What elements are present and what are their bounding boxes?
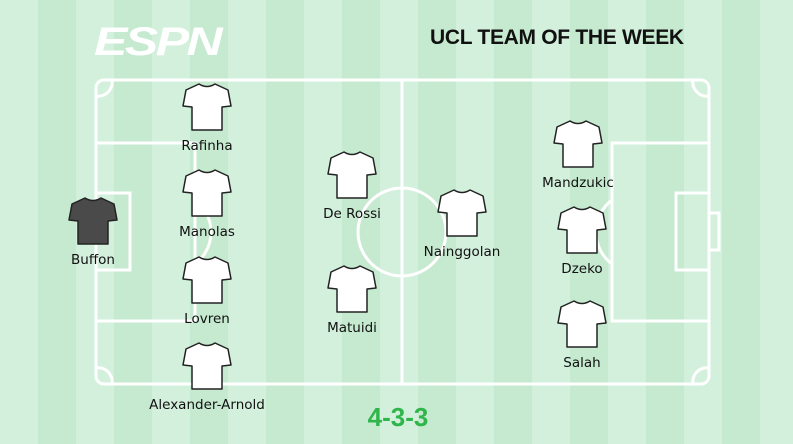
player-alexander-arnold: Alexander-Arnold bbox=[147, 341, 267, 413]
center-circle bbox=[356, 186, 448, 278]
shirt-icon bbox=[182, 83, 232, 131]
espn-logo: ESPN bbox=[94, 20, 223, 64]
player-mandzukic: Mandzukic bbox=[518, 119, 638, 191]
player-dzeko: Dzeko bbox=[522, 205, 642, 277]
player-nainggolan: Nainggolan bbox=[402, 188, 522, 260]
shirt-icon bbox=[182, 342, 232, 390]
shirt-icon bbox=[327, 265, 377, 313]
player-rafinha: Rafinha bbox=[147, 82, 267, 154]
player-name: Buffon bbox=[71, 252, 115, 268]
player-lovren: Lovren bbox=[147, 255, 267, 327]
player-name: Manolas bbox=[179, 224, 235, 240]
right-goal bbox=[707, 211, 721, 252]
player-name: Lovren bbox=[184, 311, 230, 327]
formation-label: 4-3-3 bbox=[367, 402, 429, 432]
player-name: Mandzukic bbox=[542, 175, 614, 191]
shirt-icon bbox=[327, 151, 377, 199]
shirt-icon bbox=[68, 197, 118, 245]
shirt-icon bbox=[437, 189, 487, 237]
player-name: Alexander-Arnold bbox=[149, 397, 265, 413]
shirt-icon bbox=[182, 256, 232, 304]
shirt-icon bbox=[182, 169, 232, 217]
player-name: Matuidi bbox=[327, 320, 377, 336]
shirt-icon bbox=[557, 206, 607, 254]
player-name: De Rossi bbox=[323, 206, 381, 222]
right-goal-area bbox=[674, 191, 711, 272]
player-name: Rafinha bbox=[181, 138, 233, 154]
player-matuidi: Matuidi bbox=[292, 264, 412, 336]
page-title: UCL TEAM OF THE WEEK bbox=[430, 26, 684, 49]
player-manolas: Manolas bbox=[147, 168, 267, 240]
player-buffon: Buffon bbox=[33, 196, 153, 268]
player-salah: Salah bbox=[522, 299, 642, 371]
player-name: Nainggolan bbox=[423, 244, 501, 260]
player-name: Dzeko bbox=[561, 261, 603, 277]
shirt-icon bbox=[557, 300, 607, 348]
player-de-rossi: De Rossi bbox=[292, 150, 412, 222]
player-name: Salah bbox=[563, 355, 601, 371]
shirt-icon bbox=[553, 120, 603, 168]
